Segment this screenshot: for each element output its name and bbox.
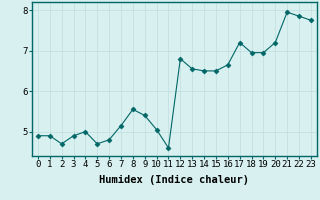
X-axis label: Humidex (Indice chaleur): Humidex (Indice chaleur)	[100, 175, 249, 185]
